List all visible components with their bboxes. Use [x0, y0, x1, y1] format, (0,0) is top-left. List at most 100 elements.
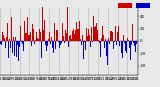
Bar — [74, 34, 75, 41]
Bar — [128, 40, 129, 41]
Bar — [59, 41, 60, 48]
Bar — [9, 39, 10, 41]
Bar — [27, 17, 28, 41]
Bar — [40, 31, 41, 41]
Bar — [19, 41, 20, 47]
Bar — [81, 41, 82, 45]
Bar — [51, 41, 52, 43]
Bar — [64, 41, 65, 43]
Bar — [57, 30, 58, 41]
Bar — [46, 41, 47, 51]
Bar — [99, 41, 100, 43]
Bar — [61, 41, 62, 43]
Bar — [134, 41, 135, 46]
Bar — [67, 7, 68, 41]
Bar — [125, 41, 126, 51]
Bar — [29, 35, 30, 41]
Bar — [37, 41, 38, 52]
Bar — [52, 41, 53, 48]
Bar — [78, 29, 79, 41]
Bar — [80, 39, 81, 41]
Bar — [129, 41, 130, 48]
Bar — [135, 41, 136, 52]
Bar — [16, 41, 17, 57]
Bar — [17, 41, 18, 45]
Bar — [111, 31, 112, 41]
Bar — [65, 30, 66, 41]
Bar — [49, 32, 50, 41]
Bar — [89, 35, 90, 41]
Bar — [86, 28, 87, 41]
Bar — [53, 41, 54, 53]
Bar — [136, 41, 137, 44]
Bar — [39, 29, 40, 41]
Bar — [98, 40, 99, 41]
Bar — [84, 41, 85, 42]
Bar — [66, 33, 67, 41]
Bar — [23, 41, 24, 51]
Bar — [70, 35, 71, 41]
Bar — [8, 41, 9, 58]
Bar — [127, 38, 128, 41]
Bar — [2, 32, 3, 41]
Bar — [97, 30, 98, 41]
Bar — [124, 41, 125, 43]
Bar — [26, 33, 27, 41]
Bar — [85, 41, 86, 50]
Bar — [68, 41, 69, 47]
Bar — [22, 41, 23, 44]
Bar — [62, 23, 63, 41]
Bar — [50, 41, 51, 44]
Bar — [103, 41, 104, 52]
Bar — [118, 3, 132, 8]
Bar — [121, 41, 122, 53]
Bar — [90, 41, 91, 47]
Bar — [91, 27, 92, 41]
Bar — [48, 39, 49, 41]
Bar — [30, 32, 31, 41]
Bar — [132, 32, 133, 41]
Bar — [114, 41, 115, 42]
Bar — [82, 35, 83, 41]
Bar — [1, 41, 2, 45]
Bar — [69, 36, 70, 41]
Bar — [54, 23, 55, 41]
Bar — [33, 29, 34, 41]
Bar — [133, 41, 134, 43]
Bar — [96, 23, 97, 41]
Bar — [47, 41, 48, 46]
Bar — [7, 23, 8, 41]
Bar — [56, 30, 57, 41]
Bar — [58, 41, 59, 42]
Bar — [41, 41, 42, 58]
Bar — [126, 41, 127, 53]
Bar — [109, 41, 110, 48]
Bar — [5, 41, 6, 48]
Bar — [105, 39, 106, 41]
Bar — [25, 33, 26, 41]
Bar — [94, 27, 95, 41]
Bar — [75, 30, 76, 41]
Bar — [115, 26, 116, 41]
Bar — [32, 24, 33, 41]
Bar — [43, 30, 44, 41]
Bar — [112, 34, 113, 41]
Bar — [95, 26, 96, 41]
Bar — [130, 41, 131, 60]
Bar — [123, 33, 124, 41]
Bar — [88, 29, 89, 41]
Bar — [118, 26, 119, 41]
Bar — [20, 27, 21, 41]
Bar — [12, 41, 13, 53]
Bar — [35, 40, 36, 41]
Bar — [106, 21, 107, 41]
Bar — [11, 41, 12, 48]
Bar — [76, 22, 77, 41]
Bar — [24, 21, 25, 41]
Bar — [136, 3, 150, 8]
Bar — [92, 41, 93, 44]
Bar — [36, 32, 37, 41]
Bar — [102, 26, 103, 41]
Bar — [21, 41, 22, 42]
Bar — [79, 21, 80, 41]
